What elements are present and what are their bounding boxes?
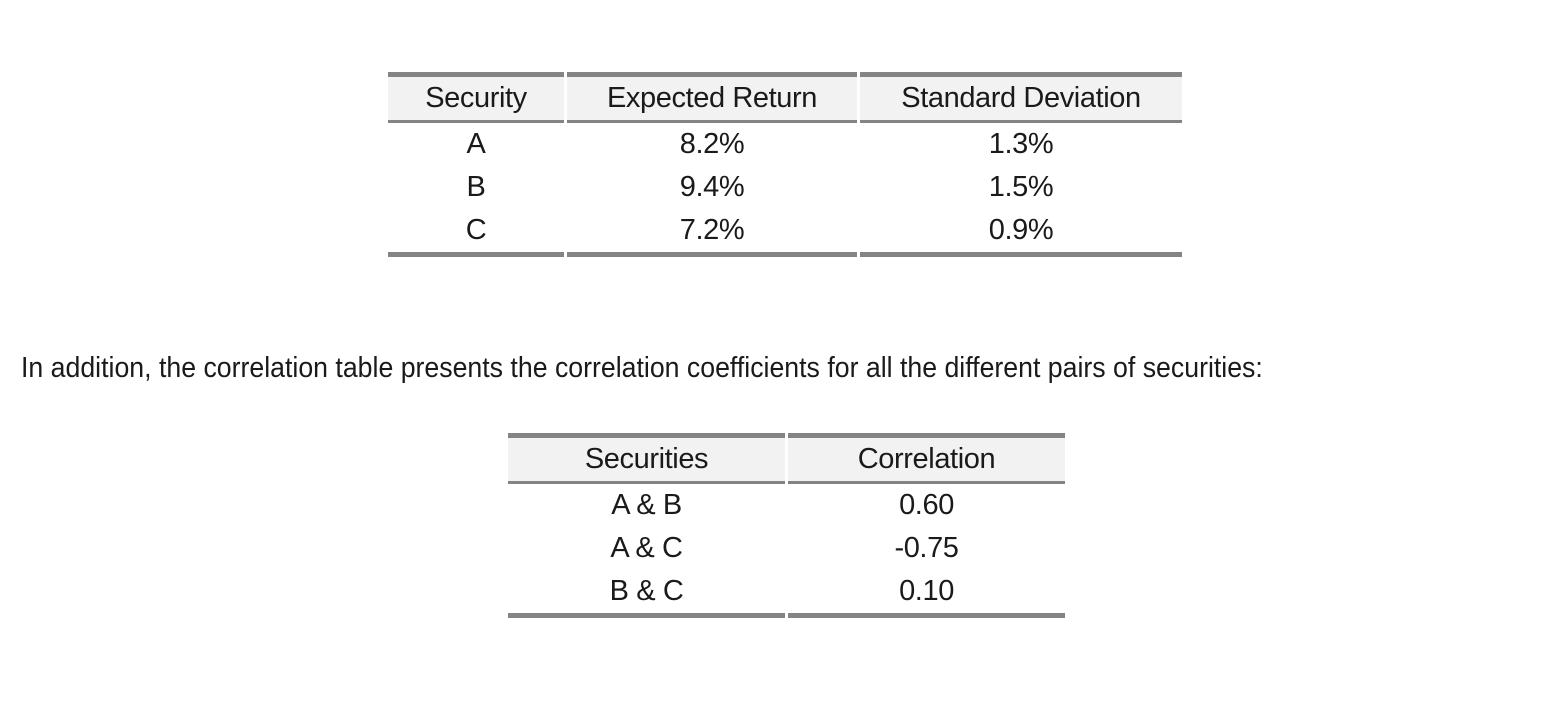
table-header-row: Security Expected Return Standard Deviat… — [388, 72, 1182, 123]
intro-paragraph: In addition, the correlation table prese… — [21, 352, 1263, 384]
correlation-table-body: A & B 0.60 A & C -0.75 B & C 0.10 — [508, 484, 1065, 618]
correlation-table: Securities Correlation A & B 0.60 A & C … — [505, 433, 1068, 618]
table-cell: -0.75 — [894, 532, 959, 564]
table-header-cell: Standard Deviation — [860, 72, 1182, 123]
table-cell: A & B — [611, 489, 682, 521]
table-row: C 7.2% 0.9% — [388, 209, 1182, 257]
table-cell: 9.4% — [679, 171, 745, 203]
table-cell: 0.60 — [899, 489, 954, 521]
table-header-cell: Security — [388, 72, 564, 123]
table-row: B & C 0.10 — [508, 570, 1065, 618]
table-header-cell: Correlation — [788, 433, 1065, 484]
securities-table-header: Security Expected Return Standard Deviat… — [388, 72, 1182, 123]
table-cell: 0.9% — [860, 209, 1182, 257]
table-row: A 8.2% 1.3% — [388, 123, 1182, 166]
correlation-table-header: Securities Correlation — [508, 433, 1065, 484]
table-cell: A — [466, 128, 486, 160]
table-cell: 7.2% — [567, 209, 857, 257]
table-cell: C — [388, 209, 564, 257]
table-header-cell: Expected Return — [567, 72, 857, 123]
securities-table-body: A 8.2% 1.3% B 9.4% 1.5% C 7.2% 0.9% — [388, 123, 1182, 257]
table-header-cell: Securities — [508, 433, 785, 484]
table-cell: A & C — [610, 532, 683, 564]
table-cell: B & C — [508, 570, 785, 618]
securities-table: Security Expected Return Standard Deviat… — [385, 72, 1185, 257]
table-cell: 0.10 — [788, 570, 1065, 618]
table-row: B 9.4% 1.5% — [388, 166, 1182, 209]
correlation-table-container: Securities Correlation A & B 0.60 A & C … — [505, 433, 1068, 618]
table-cell: 1.3% — [988, 128, 1054, 160]
table-cell: B — [466, 171, 486, 203]
table-row: A & B 0.60 — [508, 484, 1065, 527]
table-header-row: Securities Correlation — [508, 433, 1065, 484]
securities-table-container: Security Expected Return Standard Deviat… — [385, 72, 1185, 257]
table-cell: 1.5% — [988, 171, 1054, 203]
table-cell: 8.2% — [679, 128, 745, 160]
table-row: A & C -0.75 — [508, 527, 1065, 570]
